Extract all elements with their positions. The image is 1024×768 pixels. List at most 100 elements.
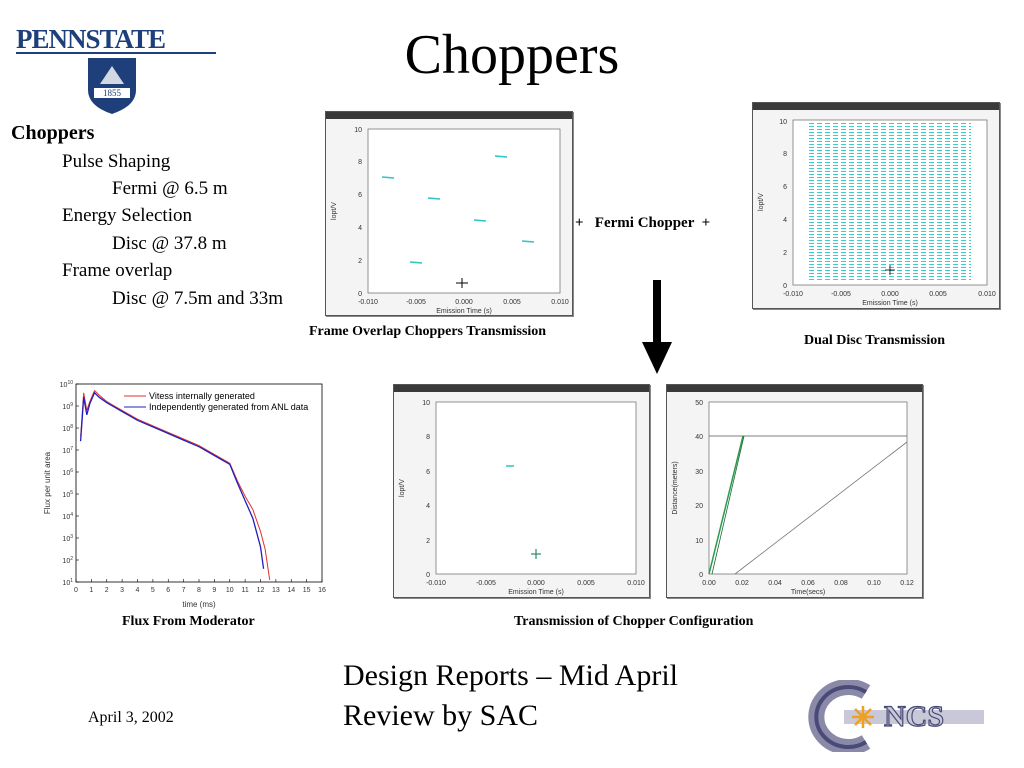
flux-y-tick-label: 1010: [60, 380, 74, 389]
y-tick: 8: [783, 151, 787, 158]
plot-window-titlebar: [326, 112, 572, 119]
flux-x-tick-label: 2: [105, 587, 109, 594]
y-tick: 6: [426, 469, 430, 476]
caption-frame-overlap: Frame Overlap Choppers Transmission: [309, 324, 547, 339]
pennstate-shield-icon: 1855: [88, 58, 136, 114]
y-tick: 0: [426, 572, 430, 579]
y-tick: 4: [426, 503, 430, 510]
y-tick: 20: [695, 503, 703, 510]
y-tick: 4: [358, 225, 362, 232]
flux-y-tick-label: 101: [62, 578, 73, 587]
fermi-chopper-label: + Fermi Chopper +: [575, 215, 711, 231]
x-tick: 0.010: [551, 299, 569, 306]
x-tick: 0.02: [735, 580, 749, 587]
x-tick: -0.010: [783, 291, 803, 298]
bullet-item: Energy Selection: [62, 205, 192, 226]
x-tick: 0.04: [768, 580, 782, 587]
flux-x-tick-label: 3: [120, 587, 124, 594]
flux-y-tick-label: 107: [62, 446, 73, 455]
x-tick: -0.005: [476, 580, 496, 587]
transmission-marks: [381, 155, 535, 264]
x-tick: 0.12: [900, 580, 914, 587]
flux-x-ticks: 0 1 2 3 4 5 6 7 8 9 10 11 12 13 14 15 16: [74, 579, 326, 594]
flux-y-tick-label: 102: [62, 556, 73, 565]
flux-y-tick-label: 106: [62, 468, 73, 477]
y-tick: 10: [422, 400, 430, 407]
frame-overlap-plot-svg: 0 2 4 6 8 10 -0.010 -0.005 0.000 0.005 0…: [331, 127, 569, 315]
y-tick: 10: [354, 127, 362, 134]
caption-dual-disc: Dual Disc Transmission: [804, 333, 946, 348]
bullet-item: Fermi @ 6.5 m: [112, 178, 228, 199]
cncs-logo-c-outline-icon: [814, 685, 868, 749]
flux-x-tick-label: 8: [197, 587, 201, 594]
x-tick: 0.000: [881, 291, 899, 298]
fast-neutron-line: [708, 435, 744, 575]
cncs-logo: NCS: [808, 680, 984, 752]
flux-x-tick-label: 9: [212, 587, 216, 594]
flux-y-tick-label: 104: [62, 512, 73, 521]
caption-flux: Flux From Moderator: [122, 614, 255, 629]
legend-entry: Vitess internally generated: [149, 391, 255, 401]
x-tick: 0.000: [527, 580, 545, 587]
x-tick: 0.010: [978, 291, 996, 298]
x-tick: 0.005: [577, 580, 595, 587]
y-tick: 6: [358, 192, 362, 199]
y-axis-label: lopt/V: [758, 193, 765, 211]
flux-x-tick-label: 15: [303, 587, 311, 594]
y-axis-label: Distance(meters): [672, 461, 679, 514]
x-tick: 0.06: [801, 580, 815, 587]
x-tick: 0.00: [702, 580, 716, 587]
dual-disc-plot: 0 2 4 6 8 10 -0.010 -0.005 0.000 0.005 0…: [752, 102, 1000, 309]
bullet-item: Disc @ 7.5m and 33m: [112, 288, 284, 309]
bullet-item: Pulse Shaping: [62, 151, 171, 172]
x-axis-label: Emission Time (s): [862, 300, 918, 307]
y-tick: 0: [358, 291, 362, 298]
origin-marker: [456, 278, 468, 288]
y-tick: 10: [695, 538, 703, 545]
cncs-logo-band: [844, 710, 984, 724]
dual-disc-plot-svg: 0 2 4 6 8 10 -0.010 -0.005 0.000 0.005 0…: [758, 119, 996, 307]
x-tick: 0.010: [627, 580, 645, 587]
legend-entry: Independently generated from ANL data: [149, 402, 308, 412]
y-axis-label: lopt/V: [399, 479, 406, 497]
y-tick: 30: [695, 469, 703, 476]
flux-y-tick-label: 109: [62, 402, 73, 411]
cncs-logo-star-icon: [852, 706, 874, 728]
x-tick: 0.005: [929, 291, 947, 298]
caption-config: Transmission of Chopper Configuration: [514, 614, 754, 629]
x-tick: -0.010: [358, 299, 378, 306]
y-axis-label: lopt/V: [331, 202, 338, 220]
plot-window-titlebar: [753, 103, 999, 110]
logo-year: 1855: [103, 88, 122, 98]
footer-line-1: Design Reports – Mid April: [343, 659, 678, 692]
y-tick: 40: [695, 434, 703, 441]
down-arrow-icon: [642, 280, 672, 374]
flux-x-tick-label: 16: [318, 587, 326, 594]
config-emission-plot: 0 2 4 6 8 10 -0.010 -0.005 0.000 0.005 0…: [393, 384, 650, 598]
y-tick: 4: [783, 217, 787, 224]
slide-title: Choppers: [404, 24, 620, 86]
slide-date: April 3, 2002: [88, 709, 174, 726]
flux-x-tick-label: 10: [226, 587, 234, 594]
transmission-band: [809, 122, 971, 282]
flux-x-axis-label: time (ms): [182, 600, 216, 609]
config-distance-time-plot-svg: 0 10 20 30 40 50 0.00 0.02 0.04 0.06 0.0…: [672, 400, 914, 596]
x-tick: 0.10: [867, 580, 881, 587]
y-tick: 2: [426, 538, 430, 545]
fast-neutron-line-2: [711, 435, 745, 575]
flux-legend: Vitess internally generated Independentl…: [124, 391, 308, 412]
config-distance-time-plot: 0 10 20 30 40 50 0.00 0.02 0.04 0.06 0.0…: [666, 384, 923, 598]
y-tick: 8: [426, 434, 430, 441]
slow-neutron-line: [734, 441, 908, 575]
flux-series-lines: [79, 389, 271, 580]
flux-x-tick-label: 7: [182, 587, 186, 594]
x-axis-label: Time(secs): [791, 589, 825, 596]
flux-x-tick-label: 5: [151, 587, 155, 594]
x-axis-label: Emission Time (s): [436, 308, 492, 315]
origin-marker: [885, 265, 895, 275]
flux-x-tick-label: 6: [166, 587, 170, 594]
x-axis-label: Emission Time (s): [508, 589, 564, 596]
flux-y-tick-label: 108: [62, 424, 73, 433]
flux-x-tick-label: 1: [89, 587, 93, 594]
